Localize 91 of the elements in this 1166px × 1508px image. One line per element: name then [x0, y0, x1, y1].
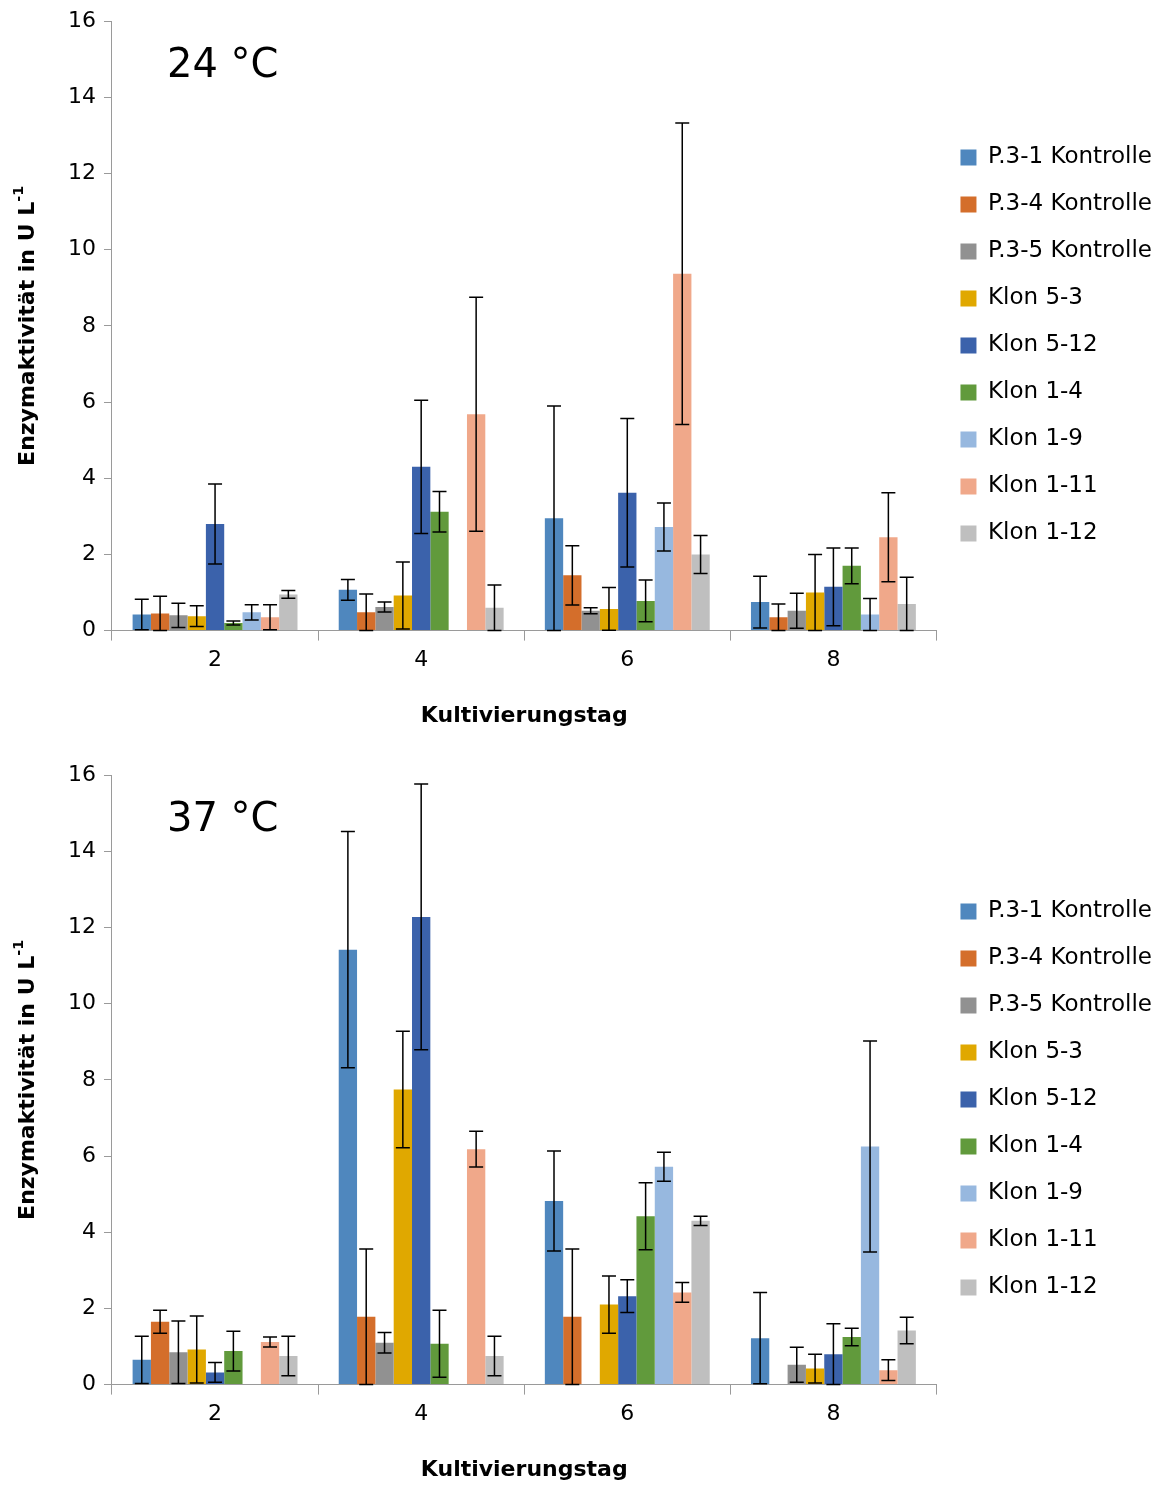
bar [691, 1220, 710, 1385]
bar [654, 1166, 674, 1385]
y-tick-label: 0 [81, 616, 96, 642]
bar [485, 1356, 504, 1385]
bar [279, 594, 298, 631]
y-axis-title: Enzymaktivität in U L-1 [9, 939, 39, 1220]
y-tick-label: 6 [81, 387, 96, 413]
x-tick-label: 6 [620, 645, 635, 671]
bar [618, 492, 637, 631]
y-tick-label: 16 [67, 760, 96, 786]
y-tick-label: 14 [67, 83, 96, 109]
y-tick-label: 8 [81, 311, 96, 337]
bar [338, 949, 358, 1385]
legend-label: Klon 5-12 [987, 1084, 1098, 1111]
y-tick-label: 4 [81, 1217, 96, 1243]
y-tick-label: 14 [67, 837, 96, 863]
y-tick-label: 2 [81, 540, 96, 566]
bar [897, 1330, 916, 1385]
x-tick-label: 8 [826, 1399, 841, 1425]
legend-label: Klon 1-4 [987, 377, 1083, 404]
legend-label: P.3-1 Kontrolle [987, 896, 1153, 923]
bar [393, 1089, 413, 1385]
x-tick-label: 4 [414, 1399, 429, 1425]
y-axis-title: Enzymaktivität in U L-1 [9, 185, 39, 466]
bar [824, 586, 843, 631]
legend-label: P.3-1 Kontrolle [987, 142, 1153, 169]
legend-label: Klon 1-9 [987, 1178, 1083, 1205]
y-tick-label: 2 [81, 1294, 96, 1320]
y-tick-label: 4 [81, 463, 96, 489]
bar [205, 523, 225, 631]
bar [636, 1216, 655, 1385]
bar [260, 1341, 280, 1385]
bar [691, 554, 710, 631]
legend-label: P.3-4 Kontrolle [987, 189, 1153, 216]
bar [769, 617, 788, 631]
bar [673, 273, 692, 631]
x-axis-title: Kultivierungstag [420, 1456, 628, 1482]
legend-label: Klon 1-9 [987, 424, 1083, 451]
y-tick-label: 10 [67, 989, 96, 1015]
x-tick-label: 6 [620, 1399, 635, 1425]
legend-label: P.3-5 Kontrolle [987, 990, 1153, 1017]
legend-label: Klon 5-3 [987, 1037, 1083, 1064]
y-tick-label: 0 [81, 1370, 96, 1396]
y-tick-label: 10 [67, 235, 96, 261]
y-tick-label: 12 [67, 159, 96, 185]
bar [842, 1336, 861, 1385]
bar [824, 1354, 843, 1385]
bar [563, 575, 582, 631]
bar [654, 527, 674, 631]
legend-label: P.3-5 Kontrolle [987, 236, 1153, 263]
bar [412, 466, 431, 631]
x-axis-title: Kultivierungstag [420, 702, 628, 728]
bar [430, 1343, 449, 1385]
bar [842, 565, 861, 631]
y-tick-label: 6 [81, 1141, 96, 1167]
bar [544, 1201, 564, 1385]
y-tick-label: 12 [67, 913, 96, 939]
legend-label: Klon 1-4 [987, 1131, 1083, 1158]
bar [224, 1351, 243, 1385]
x-tick-label: 4 [414, 645, 429, 671]
x-tick-label: 8 [826, 645, 841, 671]
bar [860, 1146, 880, 1385]
y-tick-label: 16 [67, 6, 96, 32]
bar [466, 1149, 486, 1385]
bar [430, 511, 449, 631]
bar [879, 537, 898, 631]
annotation: 37 °C [166, 793, 279, 840]
bar [897, 603, 916, 631]
bar [338, 589, 358, 631]
y-tick-label: 8 [81, 1065, 96, 1091]
legend-label: Klon 5-3 [987, 283, 1083, 310]
legend-label: Klon 1-12 [987, 1272, 1098, 1299]
bar [599, 1304, 619, 1385]
bar [150, 1321, 170, 1385]
bar [279, 1356, 298, 1385]
bar [673, 1292, 692, 1385]
x-tick-label: 2 [208, 645, 223, 671]
legend-label: P.3-4 Kontrolle [987, 943, 1153, 970]
annotation: 24 °C [166, 39, 279, 86]
bar [618, 1296, 637, 1385]
bar [563, 1316, 582, 1385]
bar [485, 607, 504, 631]
bar [466, 414, 486, 631]
legend-label: Klon 1-12 [987, 518, 1098, 545]
x-tick-label: 2 [208, 1399, 223, 1425]
legend-label: Klon 1-11 [987, 471, 1098, 498]
legend-label: Klon 5-12 [987, 330, 1098, 357]
bar [879, 1370, 898, 1385]
bar [636, 600, 655, 631]
bar [412, 916, 431, 1385]
legend-label: Klon 1-11 [987, 1225, 1098, 1252]
